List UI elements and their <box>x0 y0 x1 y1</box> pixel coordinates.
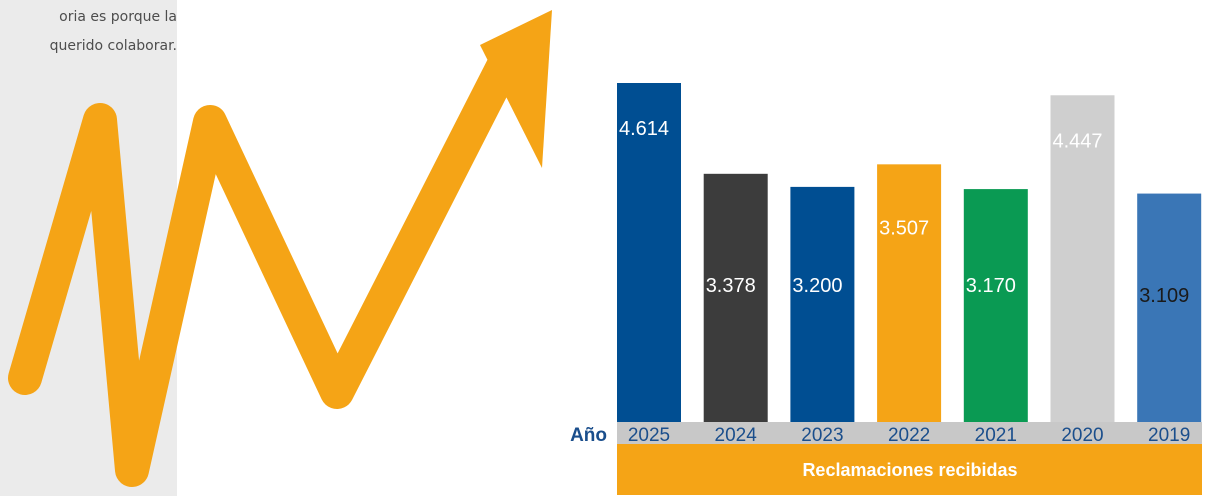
value-label-2021: 3.170 <box>966 275 1016 297</box>
year-label-2019: 2019 <box>1148 425 1190 446</box>
footer-label: Reclamaciones recibidas <box>802 460 1017 480</box>
growth-arrow-icon <box>8 10 552 487</box>
bar-2023 <box>790 186 855 422</box>
value-label-2019: 3.109 <box>1139 285 1189 307</box>
bars-group <box>617 83 1202 422</box>
year-label-2022: 2022 <box>888 425 930 446</box>
bar-2022 <box>877 164 942 422</box>
year-label-2025: 2025 <box>628 425 670 446</box>
arrow-zigzag-line <box>8 36 527 487</box>
side-text-line-2: querido colaborar. <box>49 38 177 54</box>
bar-2019 <box>1137 193 1202 422</box>
side-panel: oria es porque la querido colaborar. <box>0 0 177 496</box>
axis-label: Año <box>570 425 607 446</box>
value-label-2024: 3.378 <box>706 275 756 297</box>
year-label-2020: 2020 <box>1061 425 1103 446</box>
year-label-2023: 2023 <box>801 425 843 446</box>
value-label-2020: 4.447 <box>1053 130 1103 152</box>
bar-2025 <box>617 83 681 422</box>
value-label-2022: 3.507 <box>879 217 929 239</box>
bar-2020 <box>1050 95 1115 422</box>
bar-2021 <box>963 189 1028 422</box>
year-labels-group: 2025 2024 2023 2022 2021 2020 2019 <box>628 425 1190 446</box>
year-label-2021: 2021 <box>975 425 1017 446</box>
bar-2024 <box>703 173 768 422</box>
side-text-line-1: oria es porque la <box>59 9 177 25</box>
value-label-2023: 3.200 <box>792 275 842 297</box>
axis-band <box>617 422 1202 444</box>
arrow-head <box>480 10 552 168</box>
value-label-2025: 4.614 <box>619 118 669 140</box>
footer-band <box>617 444 1202 495</box>
value-labels-group: 4.614 3.378 3.200 3.507 3.170 4.447 3.109 <box>619 118 1189 307</box>
side-text: oria es porque la querido colaborar. <box>0 3 177 61</box>
year-label-2024: 2024 <box>715 425 758 446</box>
